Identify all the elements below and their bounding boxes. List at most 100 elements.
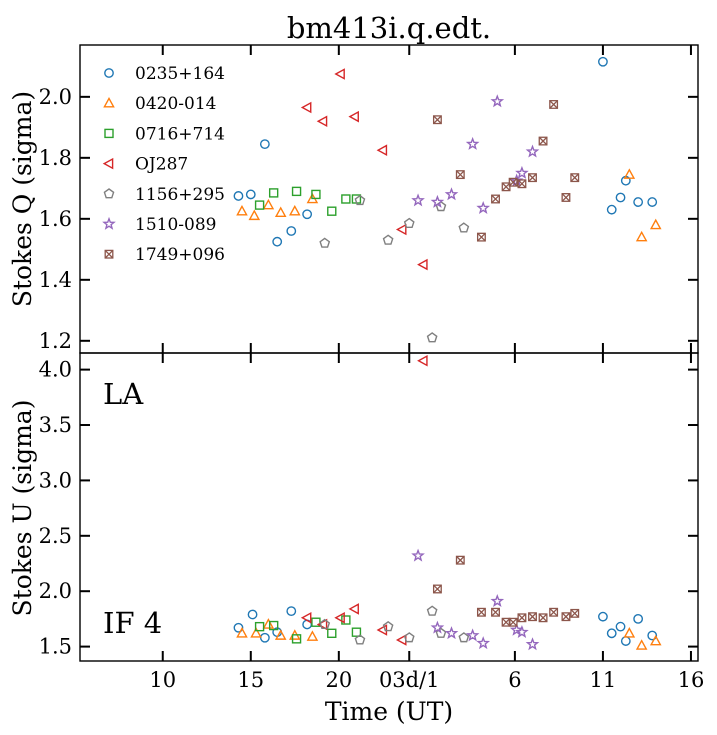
legend-entry: 1749+096 <box>104 245 225 265</box>
data-point <box>403 632 415 643</box>
data-point <box>274 629 287 640</box>
data-point <box>233 191 244 201</box>
data-point <box>476 232 486 242</box>
data-point <box>465 628 480 642</box>
data-point <box>395 223 407 236</box>
data-point <box>647 197 658 207</box>
data-point <box>508 177 518 187</box>
legend-entry: 1510-089 <box>102 215 216 235</box>
legend-label: 1510-089 <box>135 215 216 235</box>
data-point <box>501 182 511 192</box>
data-point <box>647 630 658 641</box>
data-point <box>458 632 470 643</box>
series-0235+164 <box>233 56 658 247</box>
data-point <box>376 144 388 156</box>
data-point <box>236 204 248 216</box>
data-point <box>455 170 465 180</box>
y-tick-label: 3.5 <box>39 413 72 437</box>
data-point <box>606 628 617 639</box>
data-point <box>515 165 529 179</box>
data-point <box>635 639 648 650</box>
data-point <box>528 173 537 183</box>
data-point <box>458 222 470 233</box>
data-point <box>254 200 265 210</box>
data-point <box>623 627 636 638</box>
data-point <box>432 115 442 125</box>
data-point <box>508 617 518 627</box>
data-point <box>268 188 279 198</box>
data-point <box>286 606 297 617</box>
data-point <box>291 634 302 644</box>
data-point <box>490 593 505 607</box>
plot-area: 1.2 1.4 1.6 1.8 2.0 0235+164 0420-014 0716+714 O… <box>39 44 704 692</box>
data-point <box>476 636 491 650</box>
y-tick-label: 1.6 <box>39 207 72 231</box>
x-tick-label: 11 <box>590 668 617 692</box>
data-point <box>311 617 321 627</box>
series-1510-089 <box>411 94 540 214</box>
data-point <box>455 555 465 565</box>
data-point <box>633 613 644 624</box>
data-point <box>348 603 359 615</box>
data-point <box>561 612 571 622</box>
legend-entry: 0716+714 <box>104 124 225 144</box>
x-axis-label: Time (UT) <box>325 697 453 726</box>
legend-marker <box>103 188 115 199</box>
data-point <box>491 607 500 617</box>
data-point <box>538 136 548 146</box>
data-point <box>233 622 244 633</box>
data-point <box>615 621 626 632</box>
series-1749+096 <box>432 100 580 242</box>
series-0716+714 <box>254 186 362 216</box>
x-tick-label: 10 <box>149 668 176 692</box>
data-point <box>538 613 548 623</box>
data-point <box>348 110 359 123</box>
data-point <box>570 608 580 618</box>
data-point <box>319 618 331 630</box>
data-point <box>570 173 580 183</box>
data-point <box>334 612 345 624</box>
data-point <box>327 628 337 639</box>
data-point <box>517 179 527 189</box>
data-point <box>354 634 366 645</box>
data-point <box>262 618 275 629</box>
data-point <box>528 612 537 622</box>
y-tick-label: 2.5 <box>39 524 72 548</box>
data-point <box>382 620 394 632</box>
data-point <box>259 139 270 150</box>
legend-entry: 1156+295 <box>103 185 225 205</box>
series-1510-089 <box>411 548 540 651</box>
y-tick-label: 1.8 <box>39 146 72 170</box>
series-OJ287 <box>300 354 428 646</box>
data-point <box>606 204 617 215</box>
x-tick-label: 20 <box>325 668 352 692</box>
data-point <box>444 626 459 640</box>
legend-entry: 0235+164 <box>104 64 225 84</box>
data-point <box>248 209 261 221</box>
data-point <box>403 217 415 228</box>
y-tick-label: 2.0 <box>39 579 72 603</box>
x-tick-label: 6 <box>508 668 521 692</box>
legend-marker <box>103 96 115 108</box>
legend-label: 0235+164 <box>135 64 225 84</box>
y-axis-label-q: Stokes Q (sigma) <box>8 91 37 307</box>
data-point <box>327 206 337 216</box>
data-point <box>465 136 480 150</box>
data-point <box>247 609 258 620</box>
data-point <box>417 354 428 367</box>
data-point <box>432 584 442 594</box>
data-point <box>426 605 438 616</box>
series-1156+295 <box>319 605 470 645</box>
data-point <box>476 200 491 214</box>
data-point <box>254 621 265 632</box>
data-point <box>286 226 297 236</box>
data-point <box>300 101 312 114</box>
data-point <box>509 622 524 636</box>
data-point <box>300 612 312 624</box>
data-point <box>491 194 500 204</box>
data-point <box>236 627 248 638</box>
panel-frame <box>79 352 699 662</box>
legend: 0235+164 0420-014 0716+714 OJ287 1156+295 151… <box>102 64 225 265</box>
data-point <box>268 620 279 631</box>
data-point <box>598 56 608 67</box>
